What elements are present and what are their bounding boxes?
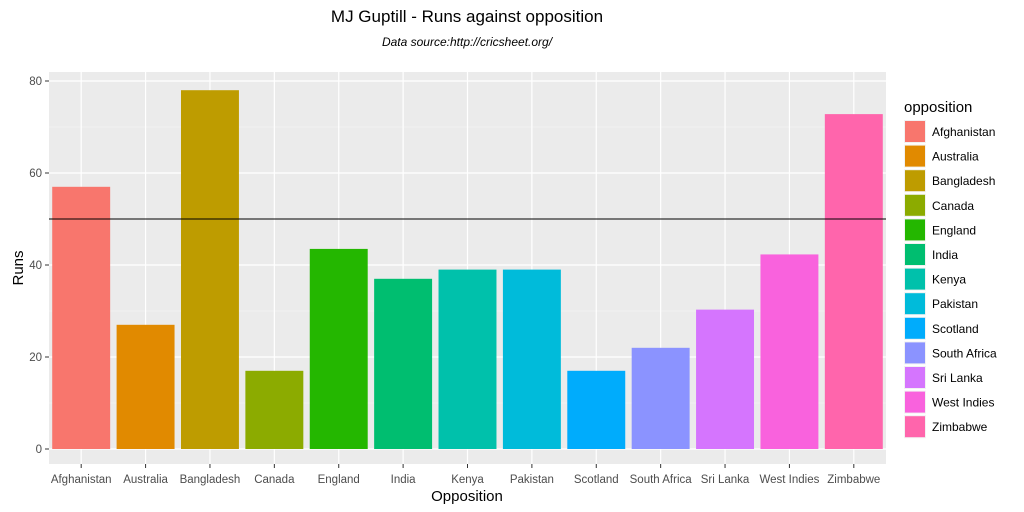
bar-india [374, 278, 433, 449]
bar-afghanistan [52, 186, 111, 450]
legend-swatch [905, 342, 925, 364]
x-axis-title: Opposition [431, 488, 503, 505]
bar-kenya [438, 269, 497, 449]
x-tick-label: England [318, 474, 360, 486]
legend-label: Pakistan [932, 297, 978, 311]
legend-label: Kenya [932, 273, 966, 287]
x-tick-label: Kenya [451, 474, 484, 486]
legend-label: Bangladesh [932, 174, 995, 188]
legend-label: Zimbabwe [932, 420, 988, 434]
legend-swatch [905, 121, 925, 142]
legend-swatch [905, 268, 925, 290]
x-tick-label: Sri Lanka [701, 474, 750, 486]
legend-label: Australia [932, 150, 979, 164]
x-tick-label: Afghanistan [51, 474, 112, 486]
legend-swatch [905, 317, 925, 339]
y-tick-label: 20 [29, 352, 42, 364]
chart-subtitle: Data source:http://cricsheet.org/ [382, 35, 554, 49]
legend-swatch [905, 170, 925, 192]
legend-swatch [905, 244, 925, 265]
x-tick-label: Pakistan [510, 474, 554, 486]
legend-label: Sri Lanka [932, 371, 983, 385]
bar-sri-lanka [696, 309, 755, 449]
x-tick-label: Bangladesh [180, 474, 241, 486]
legend-label: South Africa [932, 346, 997, 360]
legend-swatch [905, 219, 925, 241]
y-axis-title: Runs [10, 250, 27, 285]
legend-swatch [905, 367, 925, 388]
bar-zimbabwe [824, 114, 883, 450]
legend-swatch [905, 145, 925, 167]
bar-canada [245, 370, 304, 449]
x-tick-label: South Africa [630, 474, 693, 486]
legend-label: Scotland [932, 322, 979, 336]
y-tick-label: 0 [36, 444, 42, 456]
chart-title: MJ Guptill - Runs against opposition [331, 7, 603, 26]
x-tick-label: Zimbabwe [827, 474, 880, 486]
x-axis-ticks: Afghanistan Australia Bangladesh Canada Engl… [51, 464, 880, 486]
legend: Afghanistan Australia Bangladesh Canada Engl… [904, 120, 997, 439]
legend-label: West Indies [932, 396, 994, 410]
x-tick-label: Canada [254, 474, 295, 486]
bar-south-africa [631, 347, 690, 449]
legend-swatch [905, 391, 925, 413]
bar-pakistan [502, 269, 561, 449]
y-tick-label: 40 [29, 260, 42, 272]
bar-scotland [567, 370, 626, 449]
y-tick-label: 80 [29, 76, 42, 88]
x-tick-label: Scotland [574, 474, 619, 486]
bar-australia [116, 324, 175, 449]
bar-england [309, 248, 368, 449]
x-tick-label: West Indies [759, 474, 819, 486]
bar-bangladesh [180, 90, 239, 449]
x-tick-label: India [391, 474, 417, 486]
legend-label: England [932, 223, 976, 237]
x-tick-label: Australia [123, 474, 168, 486]
legend-label: Canada [932, 199, 974, 213]
legend-swatch [905, 194, 925, 216]
legend-label: Afghanistan [932, 125, 995, 139]
legend-title: opposition [904, 99, 972, 116]
bars [52, 90, 883, 450]
y-tick-label: 60 [29, 168, 42, 180]
y-axis-ticks: 0 20 40 60 80 [29, 76, 49, 456]
bar-west-indies [760, 254, 819, 449]
legend-swatch [905, 416, 925, 438]
legend-label: India [932, 248, 958, 262]
legend-swatch [905, 293, 925, 315]
